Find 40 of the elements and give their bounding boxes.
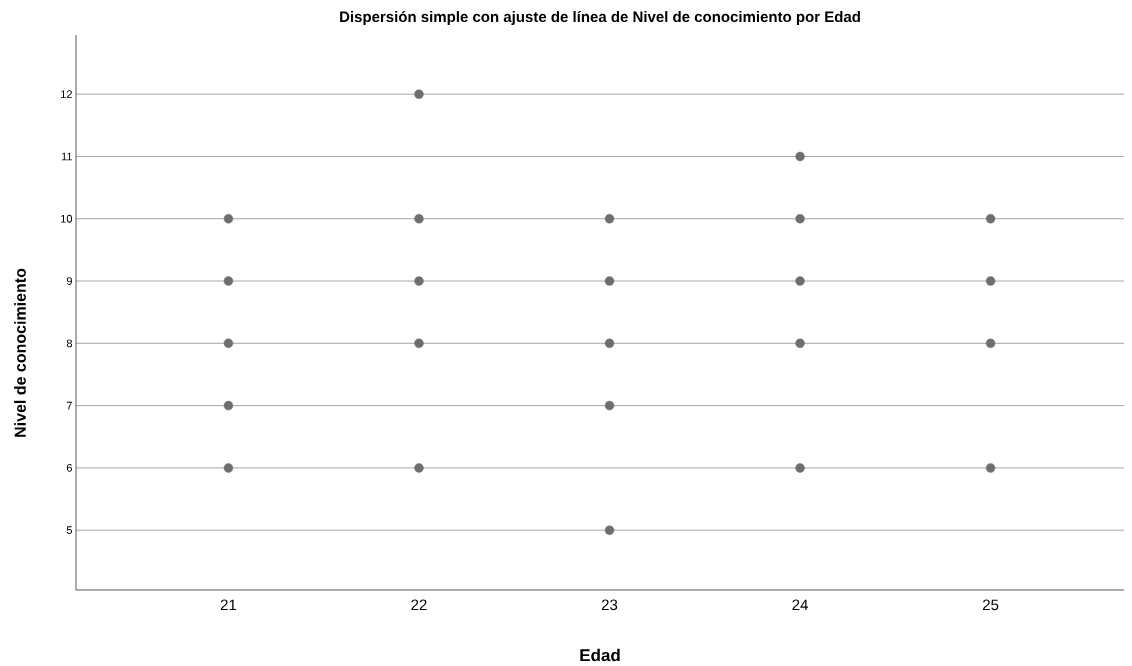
point: [604, 338, 615, 349]
y-tick-label: 10: [61, 214, 73, 223]
y-tick-label: 5: [66, 526, 73, 535]
point: [223, 276, 234, 286]
y-tick-label: 8: [66, 339, 72, 348]
point: [223, 400, 234, 411]
point: [985, 276, 996, 286]
y-tick-label: 11: [61, 152, 72, 161]
y-tick-label: 12: [61, 90, 72, 99]
point: [795, 338, 805, 349]
x-axis-title: Edad: [580, 648, 620, 662]
y-axis-title: Nivel de conocimiento: [14, 268, 26, 437]
x-tick-label: 21: [220, 599, 237, 610]
point: [985, 338, 996, 349]
point: [985, 463, 996, 473]
point: [414, 276, 424, 286]
x-tick-label: 24: [792, 599, 808, 610]
point: [604, 525, 615, 535]
chart-title: Dispersión simple con ajuste de línea de Nivel de conocimiento por Edad: [340, 10, 860, 26]
point: [604, 276, 615, 286]
x-tick-label: 25: [983, 599, 999, 611]
x-tick-label: 22: [411, 599, 427, 610]
point: [223, 214, 234, 224]
point: [414, 463, 424, 473]
y-tick-label: 7: [66, 401, 72, 410]
point: [414, 89, 424, 99]
point: [414, 214, 424, 224]
point: [985, 214, 996, 224]
point: [795, 463, 805, 473]
point: [604, 214, 615, 224]
y-tick-label: 9: [66, 277, 72, 285]
point: [795, 276, 805, 286]
point: [795, 214, 805, 224]
y-tick-label: 6: [66, 464, 72, 472]
point: [223, 338, 234, 349]
point: [795, 151, 805, 162]
point: [223, 463, 234, 473]
point: [604, 400, 615, 411]
x-tick-label: 23: [601, 599, 618, 611]
point: [414, 338, 424, 349]
